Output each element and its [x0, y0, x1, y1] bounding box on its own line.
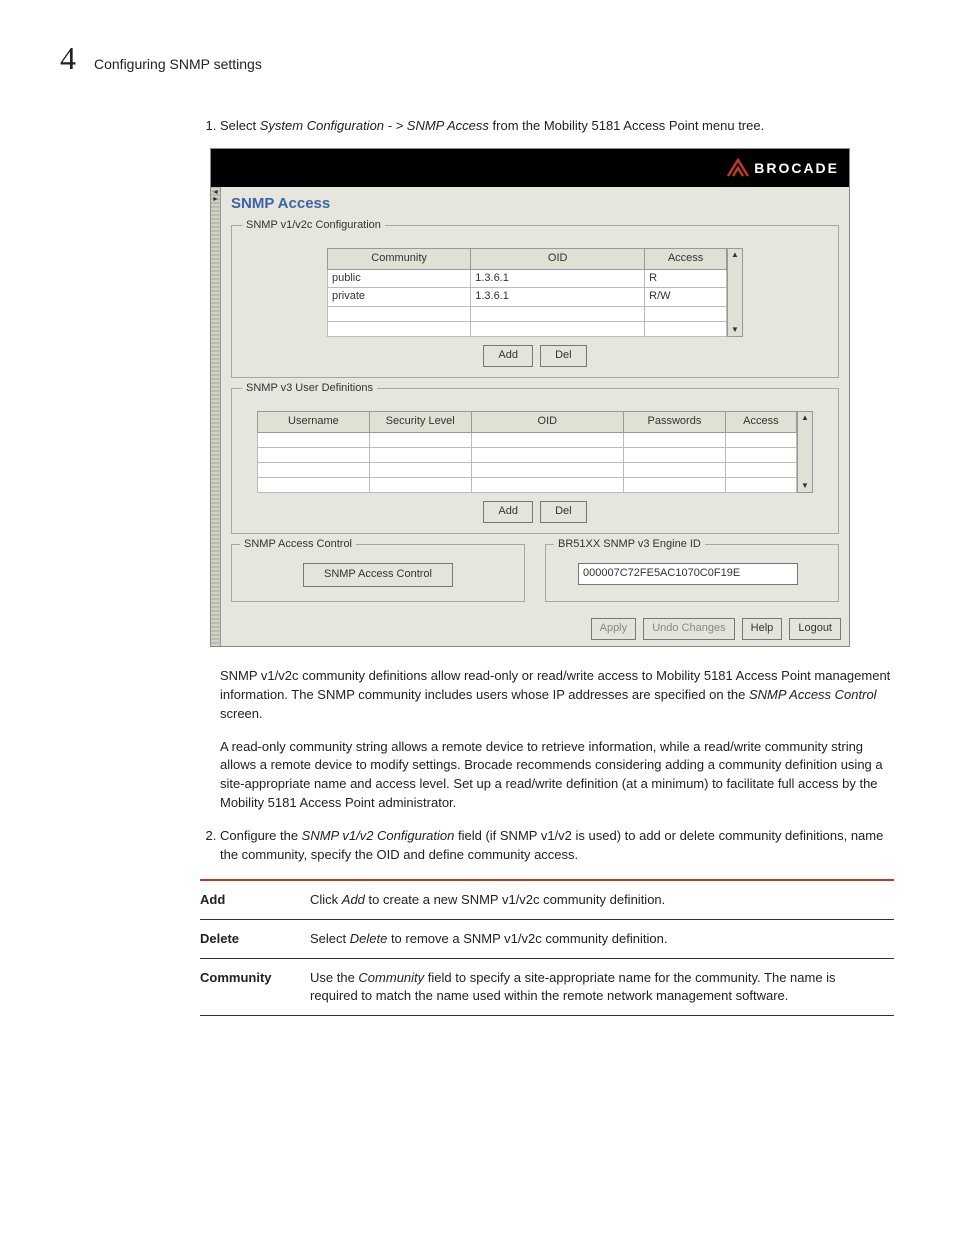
t: Delete	[350, 931, 388, 946]
undo-changes-button[interactable]: Undo Changes	[643, 618, 734, 640]
brocade-logo: BROCADE	[726, 158, 839, 178]
col-access: Access	[725, 412, 796, 433]
def-row-add: Add Click Add to create a new SNMP v1/v2…	[200, 880, 894, 920]
group-engine-id: BR51XX SNMP v3 Engine ID 000007C72FE5AC1…	[545, 544, 839, 602]
table-row[interactable]: private 1.3.6.1 R/W	[328, 288, 727, 307]
cell-access: R	[645, 269, 727, 288]
col-seclevel: Security Level	[369, 412, 471, 433]
del-button[interactable]: Del	[540, 345, 587, 367]
group-snmp-v3: SNMP v3 User Definitions Username Securi…	[231, 388, 839, 534]
group-title-v3: SNMP v3 User Definitions	[242, 381, 377, 397]
cell-community: public	[328, 269, 471, 288]
splitter-handle[interactable]: ◄►	[211, 187, 221, 646]
apply-button[interactable]: Apply	[591, 618, 637, 640]
page-header: 4 Configuring SNMP settings	[60, 40, 894, 77]
def-text: Select Delete to remove a SNMP v1/v2c co…	[310, 919, 894, 958]
table-row[interactable]: public 1.3.6.1 R	[328, 269, 727, 288]
help-button[interactable]: Help	[742, 618, 783, 640]
add-button[interactable]: Add	[483, 345, 533, 367]
t: Community	[358, 970, 424, 985]
logout-button[interactable]: Logout	[789, 618, 841, 640]
cell-oid: 1.3.6.1	[471, 288, 645, 307]
col-oid: OID	[471, 248, 645, 269]
definitions-table: Add Click Add to create a new SNMP v1/v2…	[200, 879, 894, 1017]
t: Use the	[310, 970, 358, 985]
step-1: Select System Configuration - > SNMP Acc…	[220, 117, 894, 813]
t: Select	[310, 931, 350, 946]
t: to create a new SNMP v1/v2c community de…	[365, 892, 665, 907]
def-row-delete: Delete Select Delete to remove a SNMP v1…	[200, 919, 894, 958]
cell-oid: 1.3.6.1	[471, 269, 645, 288]
cell-access: R/W	[645, 288, 727, 307]
brocade-text: BROCADE	[754, 158, 839, 178]
t: Add	[342, 892, 365, 907]
panel-title: SNMP Access	[229, 191, 841, 219]
step1-pre: Select	[220, 118, 260, 133]
screenshot-topbar: BROCADE	[211, 149, 849, 187]
step1-post: from the Mobility 5181 Access Point menu…	[489, 118, 764, 133]
table-community: Community OID Access public 1.3.6.1 R	[327, 248, 727, 338]
group-access-control: SNMP Access Control SNMP Access Control	[231, 544, 525, 602]
engine-id-field[interactable]: 000007C72FE5AC1070C0F19E	[578, 563, 798, 585]
col-oid: OID	[471, 412, 624, 433]
col-username: Username	[258, 412, 370, 433]
col-access: Access	[645, 248, 727, 269]
screenshot-snmp-access: BROCADE ◄► SNMP Access SNMP v1/v2c Confi…	[210, 148, 850, 647]
group-title-access-control: SNMP Access Control	[240, 537, 356, 553]
col-passwords: Passwords	[624, 412, 726, 433]
step1-em: System Configuration - > SNMP Access	[260, 118, 489, 133]
group-title-engine-id: BR51XX SNMP v3 Engine ID	[554, 537, 705, 553]
snmp-access-control-button[interactable]: SNMP Access Control	[303, 563, 453, 587]
cell-community: private	[328, 288, 471, 307]
paragraph-2: A read-only community string allows a re…	[220, 738, 894, 813]
step-list: Select System Configuration - > SNMP Acc…	[200, 117, 894, 865]
chapter-number: 4	[60, 40, 76, 77]
def-term: Community	[200, 959, 310, 1016]
chapter-title: Configuring SNMP settings	[94, 56, 262, 72]
group-title-v1v2c: SNMP v1/v2c Configuration	[242, 218, 385, 234]
def-row-community: Community Use the Community field to spe…	[200, 959, 894, 1016]
scrollbar[interactable]: ▲▼	[797, 411, 813, 493]
def-term: Add	[200, 880, 310, 920]
t: to remove a SNMP v1/v2c community defini…	[387, 931, 667, 946]
col-community: Community	[328, 248, 471, 269]
def-text: Click Add to create a new SNMP v1/v2c co…	[310, 880, 894, 920]
step-2: Configure the SNMP v1/v2 Configuration f…	[220, 827, 894, 865]
table-v3-users: Username Security Level OID Passwords Ac…	[257, 411, 797, 493]
step2-pre: Configure the	[220, 828, 302, 843]
group-snmp-v1v2c: SNMP v1/v2c Configuration Community OID …	[231, 225, 839, 379]
p1-em: SNMP Access Control	[749, 687, 877, 702]
step2-em: SNMP v1/v2 Configuration	[302, 828, 455, 843]
del-button[interactable]: Del	[540, 501, 587, 523]
paragraph-1: SNMP v1/v2c community definitions allow …	[220, 667, 894, 724]
t: Click	[310, 892, 342, 907]
footer-buttons: Apply Undo Changes Help Logout	[211, 614, 849, 646]
def-term: Delete	[200, 919, 310, 958]
add-button[interactable]: Add	[483, 501, 533, 523]
p1-b: screen.	[220, 706, 263, 721]
scrollbar[interactable]: ▲▼	[727, 248, 743, 338]
def-text: Use the Community field to specify a sit…	[310, 959, 894, 1016]
